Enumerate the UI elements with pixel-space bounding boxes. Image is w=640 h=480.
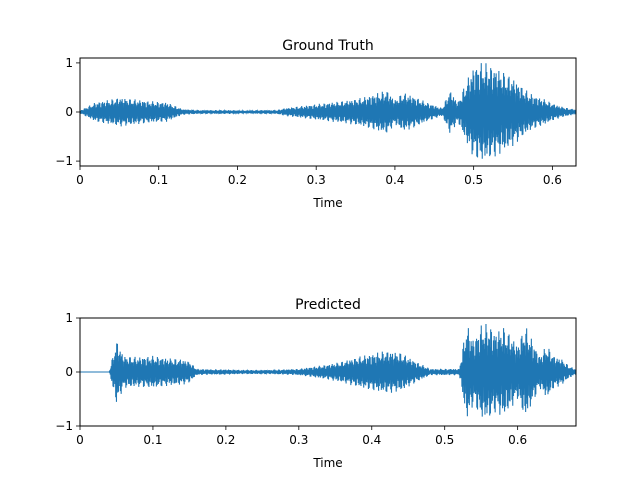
x-tick-label: 0.4 (385, 173, 404, 187)
y-tick-label: 1 (65, 311, 73, 325)
ground-truth-axes-frame (79, 57, 577, 167)
y-tick-label: 0 (65, 365, 73, 379)
x-tick-label: 0.5 (435, 433, 454, 447)
y-tick-label: 0 (65, 105, 73, 119)
predicted-xlabel: Time (312, 456, 342, 470)
ground-truth-title: Ground Truth (282, 38, 373, 54)
ground-truth-y-ticks: 1 0 −1 (55, 56, 80, 168)
x-tick-label: 0.2 (228, 173, 247, 187)
x-tick-label: 0.3 (307, 173, 326, 187)
predicted-y-ticks: 1 0 −1 (55, 311, 80, 433)
ground-truth-xlabel: Time (312, 196, 342, 210)
x-tick-label: 0.6 (543, 173, 562, 187)
x-tick-label: 0.2 (216, 433, 235, 447)
x-tick-label: 0.3 (289, 433, 308, 447)
x-tick-label: 0.1 (149, 173, 168, 187)
x-tick-label: 0 (76, 433, 84, 447)
ground-truth-waveform (79, 63, 577, 159)
y-tick-label: −1 (55, 154, 73, 168)
predicted-x-ticks: 0 0.1 0.2 0.3 0.4 0.5 0.6 (76, 426, 527, 447)
x-tick-label: 0.1 (143, 433, 162, 447)
y-tick-label: 1 (65, 56, 73, 70)
x-tick-label: 0 (76, 173, 84, 187)
ground-truth-x-ticks: 0 0.1 0.2 0.3 0.4 0.5 0.6 (76, 166, 562, 187)
predicted-panel: Predicted Time 0 0.1 0.2 0.3 0.4 0.5 0.6 10−1 (55, 297, 577, 470)
waveform-line (79, 63, 577, 159)
ground-truth-panel: Ground Truth Time 0 0.1 0.2 0.3 0.4 0.5 0.6 1 0… (55, 38, 577, 210)
y-tick-label: −1 (55, 419, 73, 433)
x-tick-label: 0.6 (508, 433, 527, 447)
predicted-waveform (80, 324, 577, 417)
x-tick-label: 0.4 (362, 433, 381, 447)
waveform-line (80, 324, 577, 417)
predicted-axes-frame (79, 317, 577, 427)
predicted-title: Predicted (295, 297, 361, 313)
x-tick-label: 0.5 (464, 173, 483, 187)
